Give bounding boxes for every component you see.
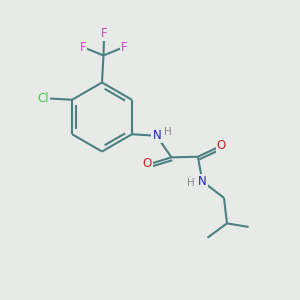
Text: N: N [152,129,161,142]
Text: O: O [142,158,152,170]
Text: H: H [187,178,195,188]
Text: N: N [198,175,207,188]
Text: F: F [80,40,86,54]
Text: H: H [164,127,172,137]
Text: F: F [121,40,127,54]
Text: Cl: Cl [38,92,50,105]
Text: F: F [101,27,107,40]
Text: O: O [217,139,226,152]
